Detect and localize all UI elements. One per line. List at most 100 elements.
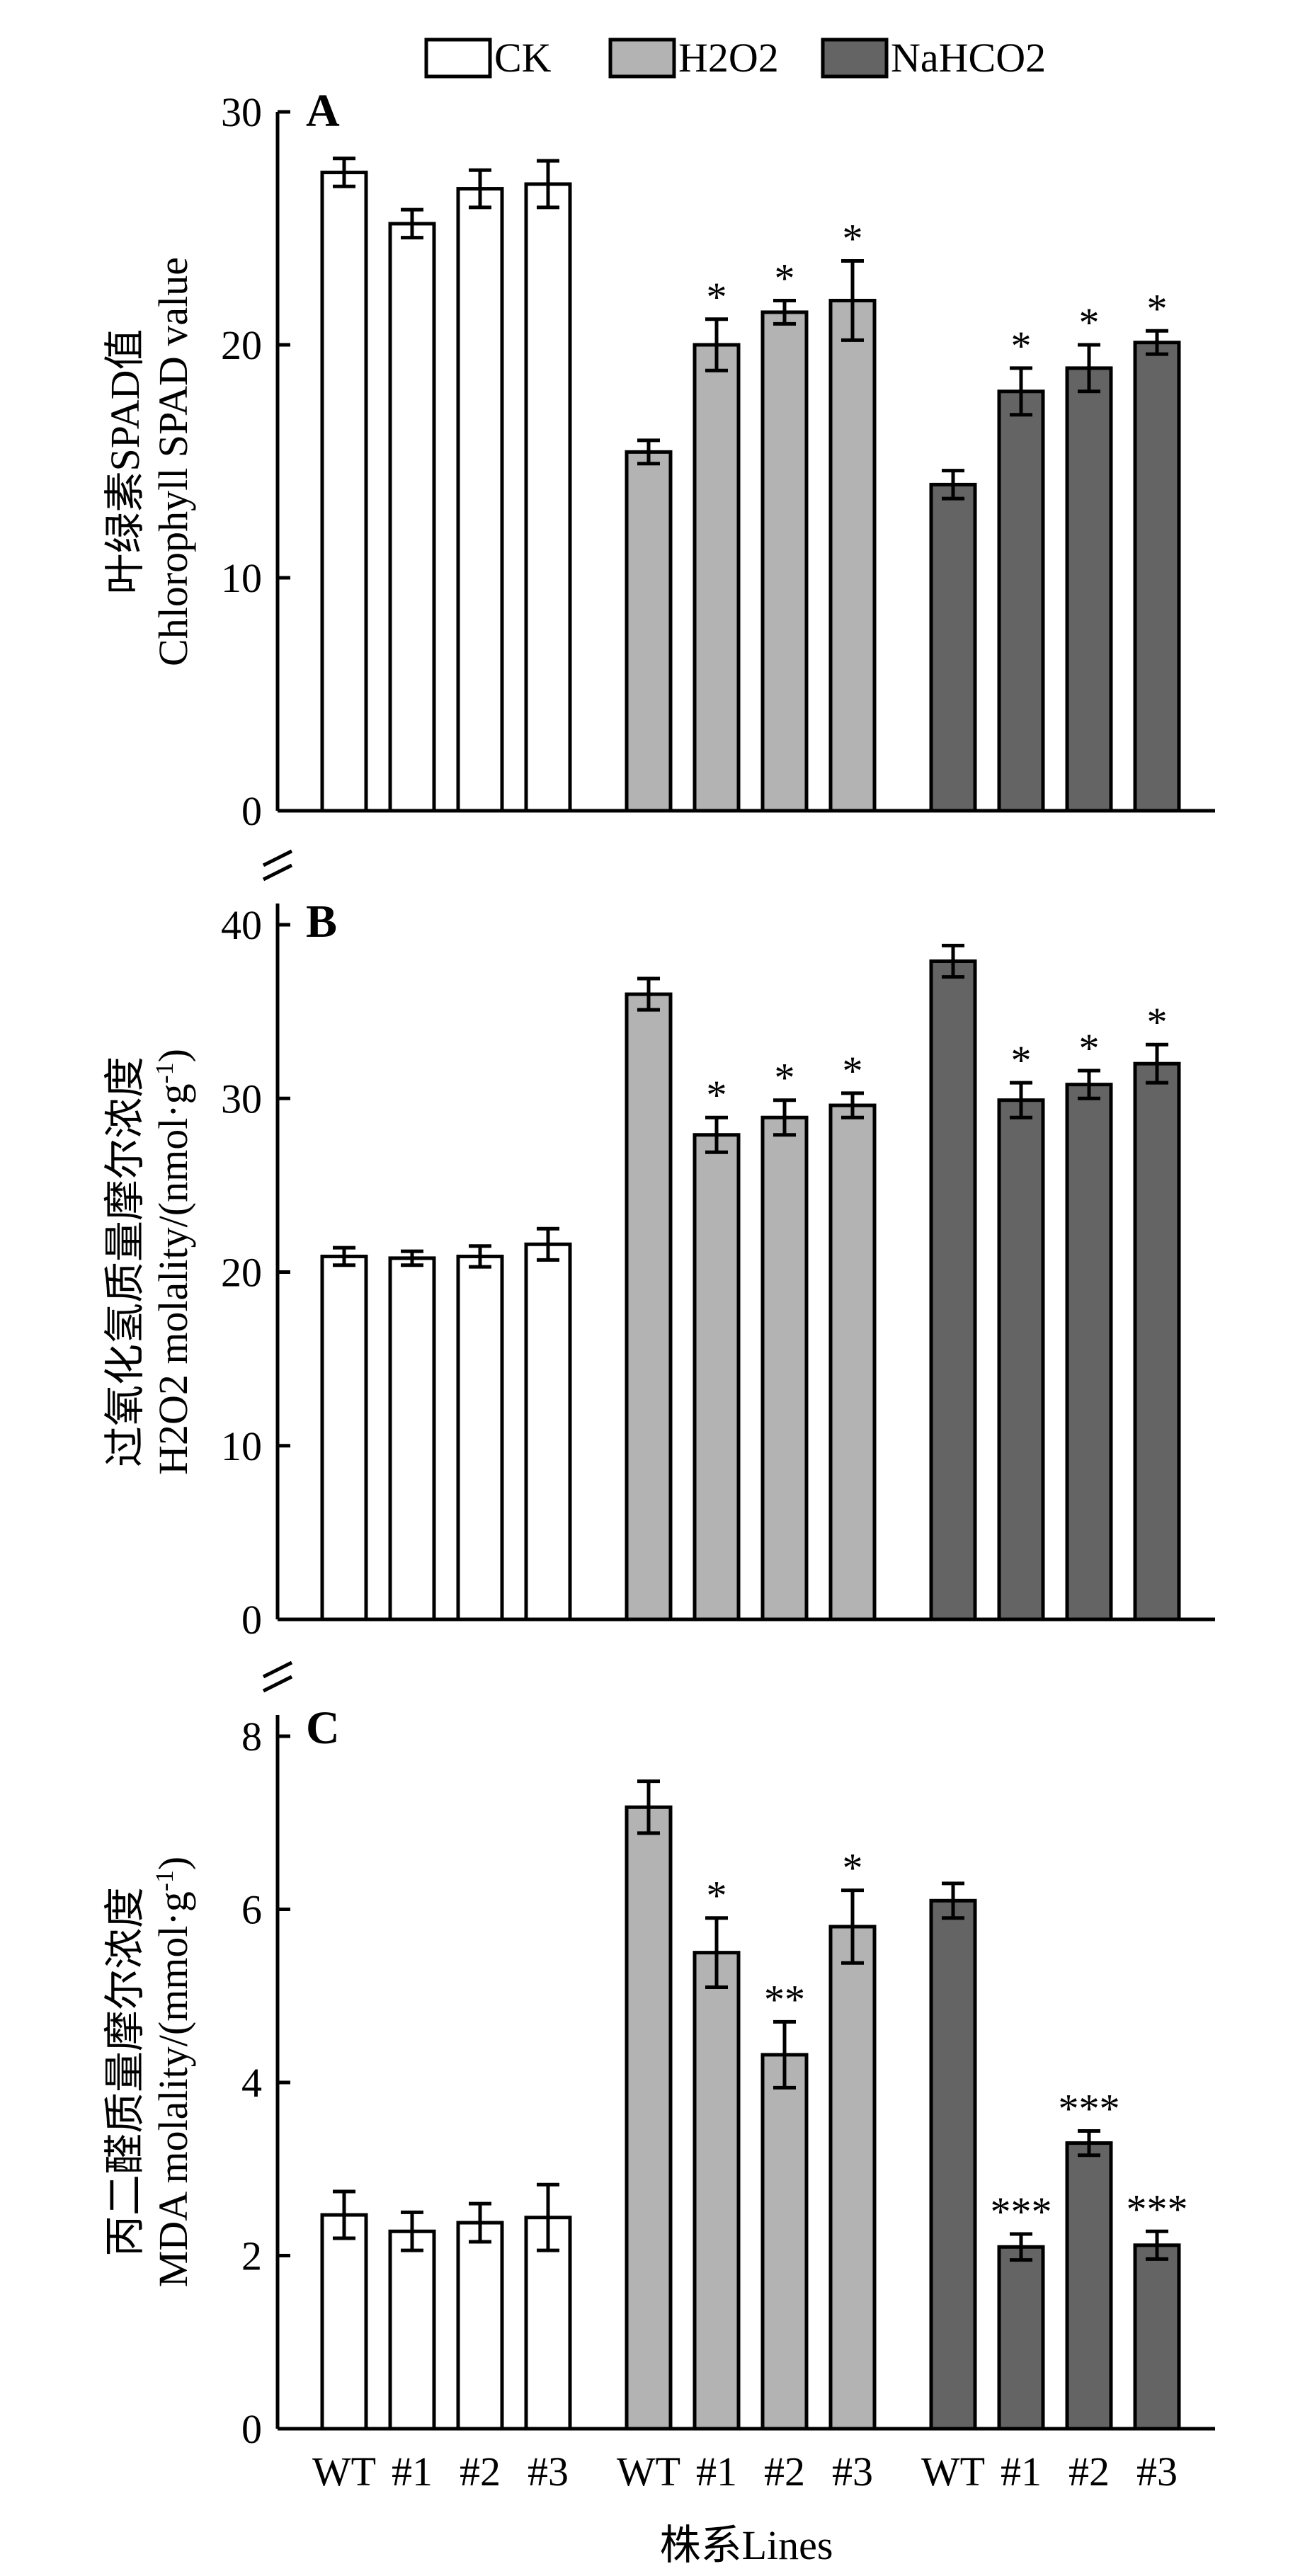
panel-c-bar bbox=[693, 1951, 741, 2431]
panel-c-y-tick-label: 6 bbox=[241, 1887, 262, 1933]
panel-a: * * * * * * 0 10 20 30 A 叶绿素SPAD值 Chlorophyll SP… bbox=[102, 85, 1215, 834]
panel-a-significance-mark: * bbox=[775, 255, 795, 301]
panel-a-significance-mark: * bbox=[1147, 285, 1168, 331]
panel-a-bar bbox=[1065, 366, 1113, 813]
panel-b-bar bbox=[1065, 1083, 1113, 1622]
x-category-label: #3 bbox=[1136, 2449, 1178, 2495]
panel-c-axis-break bbox=[262, 1660, 293, 1693]
panel-c-y-title-en-sup: -1 bbox=[150, 1870, 178, 1891]
panel-c-y-tick-label: 2 bbox=[241, 2233, 262, 2279]
panel-c-label: C bbox=[306, 1702, 340, 1754]
panel-b-y-title-en-main: H2O2 molality/(nmol·g bbox=[150, 1083, 196, 1475]
x-category-label: #1 bbox=[696, 2449, 737, 2495]
panel-a-significance-mark: * bbox=[1079, 300, 1100, 346]
x-category-label: #1 bbox=[392, 2449, 433, 2495]
panel-a-significance-mark: * bbox=[843, 216, 863, 262]
panel-a-ticks: 0 10 20 30 bbox=[221, 89, 290, 834]
panel-c-bar bbox=[320, 2213, 368, 2431]
panel-a-y-tick-label: 20 bbox=[221, 322, 262, 368]
panel-b-bar bbox=[524, 1242, 572, 1622]
panel-b-significance-mark: * bbox=[1079, 1025, 1100, 1071]
legend-swatch-ck bbox=[424, 38, 492, 79]
x-category-label: WT bbox=[921, 2449, 985, 2495]
x-category-label: #2 bbox=[460, 2449, 501, 2495]
x-category-label: #2 bbox=[1068, 2449, 1110, 2495]
panel-c-y-title-cn: 丙二醛质量摩尔浓度 bbox=[102, 1887, 148, 2257]
panel-a-y-tick-label: 10 bbox=[221, 555, 262, 601]
panel-a-bar bbox=[997, 389, 1045, 813]
panel-b-bar bbox=[929, 959, 977, 1622]
panel-b-axis-break bbox=[262, 849, 293, 882]
panel-c-axes bbox=[262, 1660, 1215, 2431]
panel-c-bar bbox=[456, 2221, 504, 2431]
panel-b-significance-mark: * bbox=[843, 1048, 863, 1094]
panel-c-significance-mark: *** bbox=[1127, 2186, 1188, 2232]
panel-c-ticks: 0 2 4 6 8 bbox=[241, 1714, 290, 2452]
legend-label-nahco2: NaHCO2 bbox=[891, 35, 1046, 81]
panel-b-y-title-en-end: ) bbox=[150, 1049, 196, 1062]
legend-swatch-nahco2 bbox=[821, 38, 889, 79]
panel-c-bars: ************* bbox=[320, 1779, 1188, 2431]
panel-b-bar bbox=[828, 1103, 877, 1622]
panel-c-bar bbox=[388, 2229, 436, 2431]
panel-b-bar bbox=[320, 1254, 368, 1622]
panel-a-y-title-cn: 叶绿素SPAD值 bbox=[102, 329, 148, 595]
panel-a-y-title-en: Chlorophyll SPAD value bbox=[150, 257, 196, 666]
panel-c-bar bbox=[1065, 2141, 1113, 2431]
panel-b-y-tick-label: 10 bbox=[221, 1423, 262, 1469]
panel-c-bar bbox=[524, 2216, 572, 2431]
panel-c-y-title: 丙二醛质量摩尔浓度 MDA molality/(mmol·g-1) bbox=[102, 1857, 196, 2287]
panel-c-bar bbox=[997, 2245, 1045, 2431]
panel-b-ticks: 0 10 20 30 40 bbox=[221, 902, 290, 1643]
panel-c-significance-mark: * bbox=[707, 1873, 727, 1919]
x-category-label: #1 bbox=[1001, 2449, 1042, 2495]
panel-b-significance-mark: * bbox=[775, 1055, 795, 1101]
panel-a-bars: * * * * * * bbox=[320, 156, 1181, 813]
panel-b-y-tick-label: 40 bbox=[221, 902, 262, 948]
panel-b-significance-mark: * bbox=[1011, 1037, 1032, 1083]
panel-b-axes bbox=[262, 849, 1215, 1622]
x-axis-title: 株系Lines bbox=[660, 2522, 833, 2568]
legend-label-ck: CK bbox=[494, 35, 552, 81]
panel-b-y-tick-label: 30 bbox=[221, 1076, 262, 1122]
panel-a-bar bbox=[388, 222, 436, 813]
panel-a-y-tick-label: 30 bbox=[221, 89, 262, 135]
x-category-label: #3 bbox=[528, 2449, 569, 2495]
x-category-label: WT bbox=[312, 2449, 376, 2495]
panel-b-significance-mark: * bbox=[1147, 999, 1168, 1045]
panel-a-bar bbox=[625, 450, 673, 813]
legend-swatch-h2o2 bbox=[608, 38, 676, 79]
panel-a-significance-mark: * bbox=[707, 274, 727, 320]
panel-a-bar bbox=[760, 310, 809, 813]
panel-b-bar bbox=[760, 1115, 809, 1622]
panel-a-bar bbox=[320, 171, 368, 813]
x-category-label: #3 bbox=[832, 2449, 873, 2495]
panel-a-bar bbox=[1133, 341, 1181, 813]
panel-b-y-title-cn: 过氧化氢质量摩尔浓度 bbox=[102, 1056, 148, 1467]
panel-a-bar bbox=[524, 182, 572, 813]
panel-c-y-tick-label: 8 bbox=[241, 1714, 262, 1760]
panel-c-significance-mark: *** bbox=[1059, 2085, 1120, 2131]
panel-c-bar bbox=[760, 2053, 809, 2431]
x-category-label: #2 bbox=[764, 2449, 805, 2495]
panel-c-y-tick-label: 4 bbox=[241, 2060, 262, 2106]
panel-c-significance-mark: * bbox=[843, 1845, 863, 1891]
panel-c-significance-mark: ** bbox=[764, 1976, 805, 2022]
panel-b: * * * * * * 0 10 20 30 40 B 过氧化氢质量摩尔浓度 H2O2 molal… bbox=[102, 849, 1215, 1643]
panel-b-label: B bbox=[306, 896, 337, 947]
panel-a-label: A bbox=[306, 85, 340, 137]
panel-b-bar bbox=[997, 1098, 1045, 1622]
panel-c-bar bbox=[828, 1925, 877, 2431]
panel-b-significance-mark: * bbox=[707, 1072, 727, 1118]
legend: CK H2O2 NaHCO2 bbox=[424, 35, 1046, 81]
panel-c-y-title-en: MDA molality/(mmol·g-1) bbox=[150, 1857, 196, 2287]
panel-b-bar bbox=[625, 992, 673, 1622]
panel-a-y-title: 叶绿素SPAD值 Chlorophyll SPAD value bbox=[102, 257, 196, 666]
panel-c-bar bbox=[929, 1898, 977, 2431]
x-category-label: WT bbox=[617, 2449, 680, 2495]
panel-b-bar bbox=[693, 1133, 741, 1622]
panel-b-bars: * * * * * * bbox=[320, 943, 1181, 1622]
panel-c-y-tick-label: 0 bbox=[241, 2406, 262, 2452]
panel-a-significance-mark: * bbox=[1011, 323, 1032, 369]
